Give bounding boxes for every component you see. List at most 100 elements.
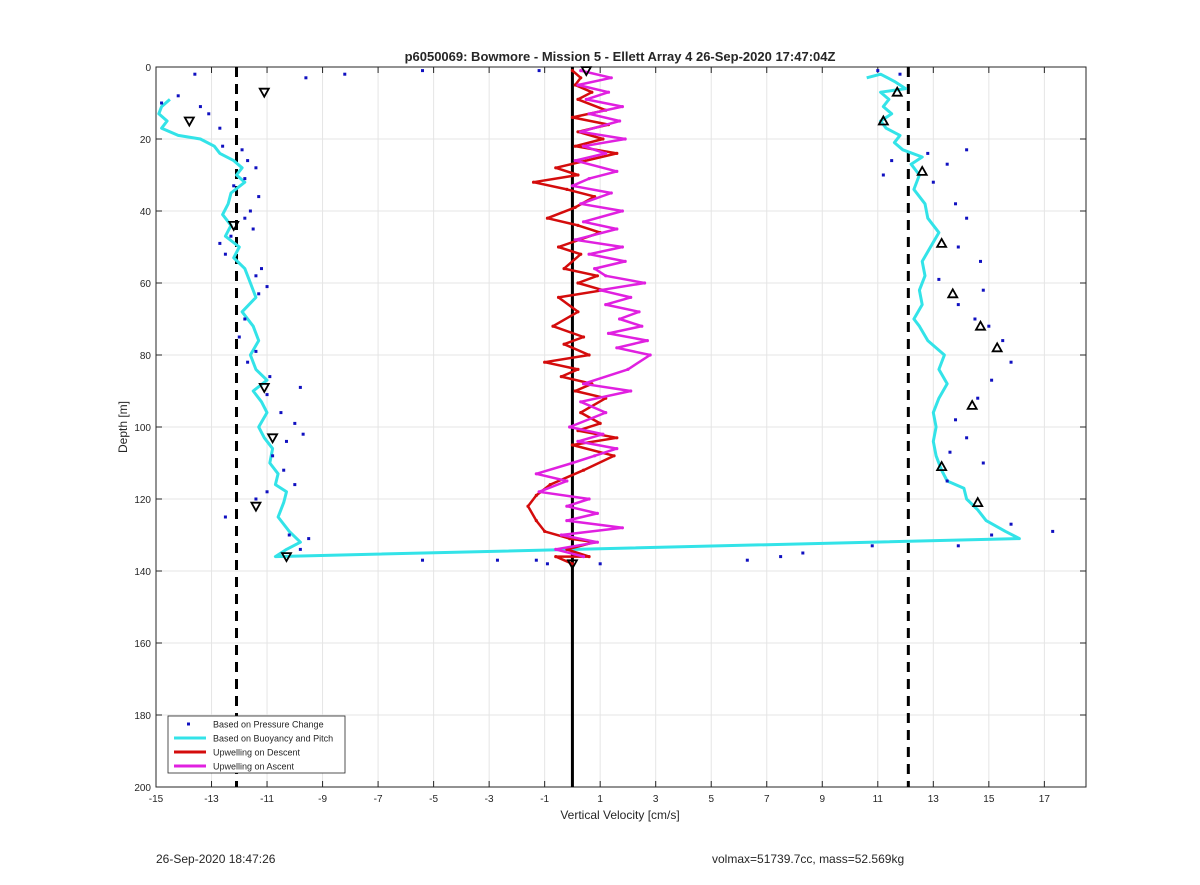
y-tick-label: 200	[134, 783, 151, 794]
series-point-upwelling-descent	[534, 493, 538, 497]
pressure-change-point	[223, 252, 227, 256]
series-point-upwelling-descent	[576, 97, 580, 101]
footer-timestamp: 26-Sep-2020 18:47:26	[156, 852, 276, 866]
legend-swatch-pressure-change	[187, 722, 190, 726]
pressure-change-point	[254, 166, 258, 170]
series-point-upwelling-descent	[573, 144, 577, 148]
legend-box	[167, 715, 346, 774]
pressure-change-point	[973, 317, 977, 321]
x-tick-label: 15	[983, 794, 995, 805]
ascent-triangle-marker	[935, 237, 948, 248]
pressure-change-point	[229, 234, 233, 238]
series-point-upwelling-ascent	[587, 177, 591, 181]
pressure-change-point	[254, 497, 258, 501]
series-point-upwelling-ascent	[579, 130, 583, 134]
x-tick-label: -15	[149, 794, 164, 805]
series-point-upwelling-descent	[579, 76, 583, 80]
descent-triangle-marker	[183, 116, 196, 128]
series-point-upwelling-descent	[551, 324, 555, 328]
pressure-change-point	[545, 562, 549, 566]
pressure-change-point	[265, 285, 269, 289]
series-point-upwelling-ascent	[615, 169, 619, 173]
pressure-change-point	[876, 69, 880, 73]
series-point-upwelling-ascent	[604, 303, 608, 307]
pressure-change-point	[193, 72, 197, 76]
pressure-change-point	[421, 558, 425, 562]
series-point-upwelling-ascent	[648, 353, 652, 357]
series-point-upwelling-descent	[556, 245, 561, 249]
series-point-upwelling-descent	[576, 310, 580, 314]
series-point-upwelling-ascent	[609, 76, 613, 80]
series-point-upwelling-ascent	[620, 245, 624, 249]
pressure-change-point	[243, 317, 247, 321]
series-point-upwelling-ascent	[620, 526, 624, 530]
series-point-upwelling-descent	[576, 173, 580, 177]
y-tick-label: 100	[134, 423, 151, 434]
pressure-change-point	[1009, 360, 1013, 364]
pressure-change-point	[990, 533, 994, 537]
series-point-upwelling-ascent	[573, 238, 577, 242]
series-point-upwelling-ascent	[595, 540, 600, 544]
pressure-change-point	[176, 94, 180, 98]
pressure-change-point	[965, 436, 969, 440]
series-point-upwelling-descent	[545, 216, 550, 220]
pressure-change-point	[221, 144, 225, 148]
pressure-change-point	[881, 173, 885, 177]
legend: Based on Pressure Change Based on Buoyanc…	[167, 715, 346, 774]
pressure-change-point	[265, 490, 269, 494]
pressure-change-point	[937, 277, 941, 281]
series-point-upwelling-descent	[562, 267, 566, 271]
x-tick-label: 3	[653, 794, 659, 805]
pressure-change-point	[223, 515, 227, 519]
series-point-upwelling-ascent	[593, 267, 597, 271]
series-point-upwelling-ascent	[559, 533, 563, 537]
pressure-change-point	[257, 292, 261, 296]
series-point-upwelling-descent	[554, 555, 558, 559]
series-point-upwelling-ascent	[587, 112, 591, 116]
series-point-upwelling-descent	[543, 529, 547, 534]
x-tick-label: -11	[260, 794, 274, 805]
pressure-change-point	[990, 378, 994, 382]
ascent-triangle-marker	[966, 399, 979, 410]
series-point-upwelling-ascent	[565, 504, 569, 508]
series-point-upwelling-ascent	[573, 159, 577, 163]
series-point-upwelling-ascent	[579, 69, 583, 73]
pressure-change-point	[271, 454, 275, 458]
series-point-upwelling-descent	[576, 281, 580, 285]
grid-layer	[155, 66, 1086, 788]
pressure-change-point	[254, 274, 258, 278]
series-point-upwelling-descent	[598, 421, 602, 425]
pressure-change-point	[265, 393, 269, 397]
pressure-change-point	[926, 151, 930, 155]
pressure-change-point	[890, 159, 894, 163]
series-point-upwelling-ascent	[581, 555, 586, 559]
x-axis-label: Vertical Velocity [cm/s]	[560, 808, 679, 822]
series-point-upwelling-ascent	[570, 184, 575, 188]
pressure-change-point	[298, 385, 302, 389]
series-point-upwelling-ascent	[581, 144, 586, 148]
series-point-upwelling-ascent	[640, 324, 644, 328]
y-tick-label: 20	[140, 135, 152, 146]
pressure-change-point	[956, 245, 960, 249]
series-point-upwelling-ascent	[570, 461, 575, 465]
series-point-upwelling-descent	[615, 151, 619, 155]
pressure-change-point	[1001, 339, 1005, 343]
pressure-change-point	[948, 450, 952, 454]
pressure-change-point	[307, 537, 311, 541]
series-point-upwelling-descent	[526, 504, 530, 508]
series-point-upwelling-descent	[576, 367, 580, 371]
y-tick-label: 140	[134, 567, 151, 578]
series-point-upwelling-ascent	[534, 472, 538, 476]
series-point-upwelling-ascent	[615, 227, 619, 231]
pressure-change-point	[279, 411, 283, 415]
pressure-change-point	[301, 432, 305, 436]
legend-label-upwelling-descent: Upwelling on Descent	[213, 748, 301, 758]
pressure-change-point	[254, 349, 258, 353]
series-point-upwelling-ascent	[565, 519, 569, 523]
series-point-upwelling-descent	[562, 342, 566, 346]
series-point-upwelling-ascent	[620, 105, 624, 109]
pressure-change-point	[945, 479, 949, 483]
series-point-upwelling-ascent	[645, 339, 649, 343]
tick-layer: -15 -13 -11 -9 -7 -5 -3 -1 1 3 5 7 9 11 13 15 1702040608…	[134, 63, 1086, 805]
